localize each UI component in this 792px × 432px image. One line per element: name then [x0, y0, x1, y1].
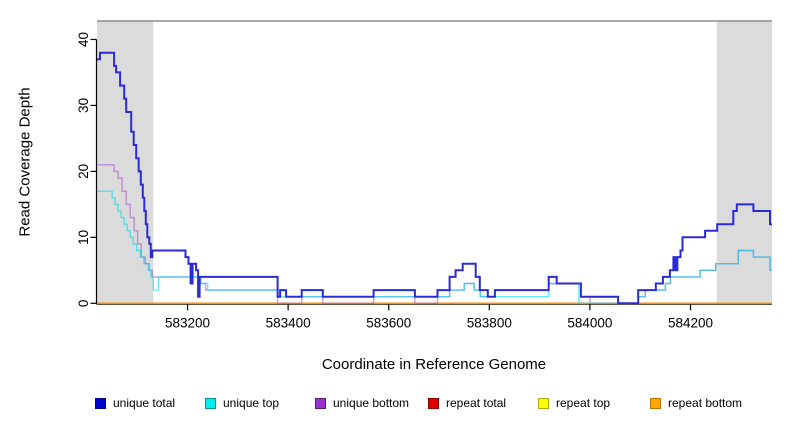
- legend-swatch-icon: [315, 397, 326, 409]
- legend-label: repeat total: [446, 396, 507, 410]
- legend-swatch-icon: [428, 397, 439, 409]
- legend: unique total unique top unique bottom repea…: [0, 396, 792, 416]
- x-tick-label: 583800: [467, 315, 512, 330]
- legend-swatch-icon: [538, 397, 549, 409]
- series-unique-top: [97, 190, 772, 304]
- y-tick-label: 40: [76, 32, 91, 47]
- legend-swatch-icon: [205, 397, 216, 409]
- legend-item-repeat-bottom: repeat bottom: [650, 396, 742, 410]
- legend-label: repeat top: [556, 396, 611, 410]
- legend-swatch-icon: [650, 397, 661, 409]
- legend-label: unique bottom: [333, 396, 410, 410]
- x-axis-title: Coordinate in Reference Genome: [321, 356, 547, 373]
- y-tick-label: 10: [76, 230, 91, 245]
- series-unique-total: [97, 51, 772, 305]
- y-tick-label: 20: [76, 164, 91, 179]
- x-tick-label: 583600: [366, 315, 411, 330]
- legend-item-unique-bottom: unique bottom: [315, 396, 409, 410]
- legend-swatch-icon: [95, 397, 106, 409]
- legend-item-repeat-total: repeat total: [428, 396, 506, 410]
- legend-item-unique-total: unique total: [95, 396, 175, 410]
- legend-label: repeat bottom: [668, 396, 743, 410]
- legend-label: unique total: [113, 396, 176, 410]
- y-tick-label: 30: [76, 98, 91, 113]
- legend-item-repeat-top: repeat top: [538, 396, 610, 410]
- x-tick-label: 583200: [165, 315, 210, 330]
- highlight-band: [716, 21, 772, 305]
- y-tick-label: 0: [76, 300, 91, 308]
- x-tick-label: 583400: [266, 315, 311, 330]
- x-tick-label: 584200: [668, 315, 713, 330]
- x-tick-label: 584000: [567, 315, 612, 330]
- legend-label: unique top: [223, 396, 280, 410]
- y-axis-title: Read Coverage Depth: [16, 87, 34, 237]
- legend-item-unique-top: unique top: [205, 396, 279, 410]
